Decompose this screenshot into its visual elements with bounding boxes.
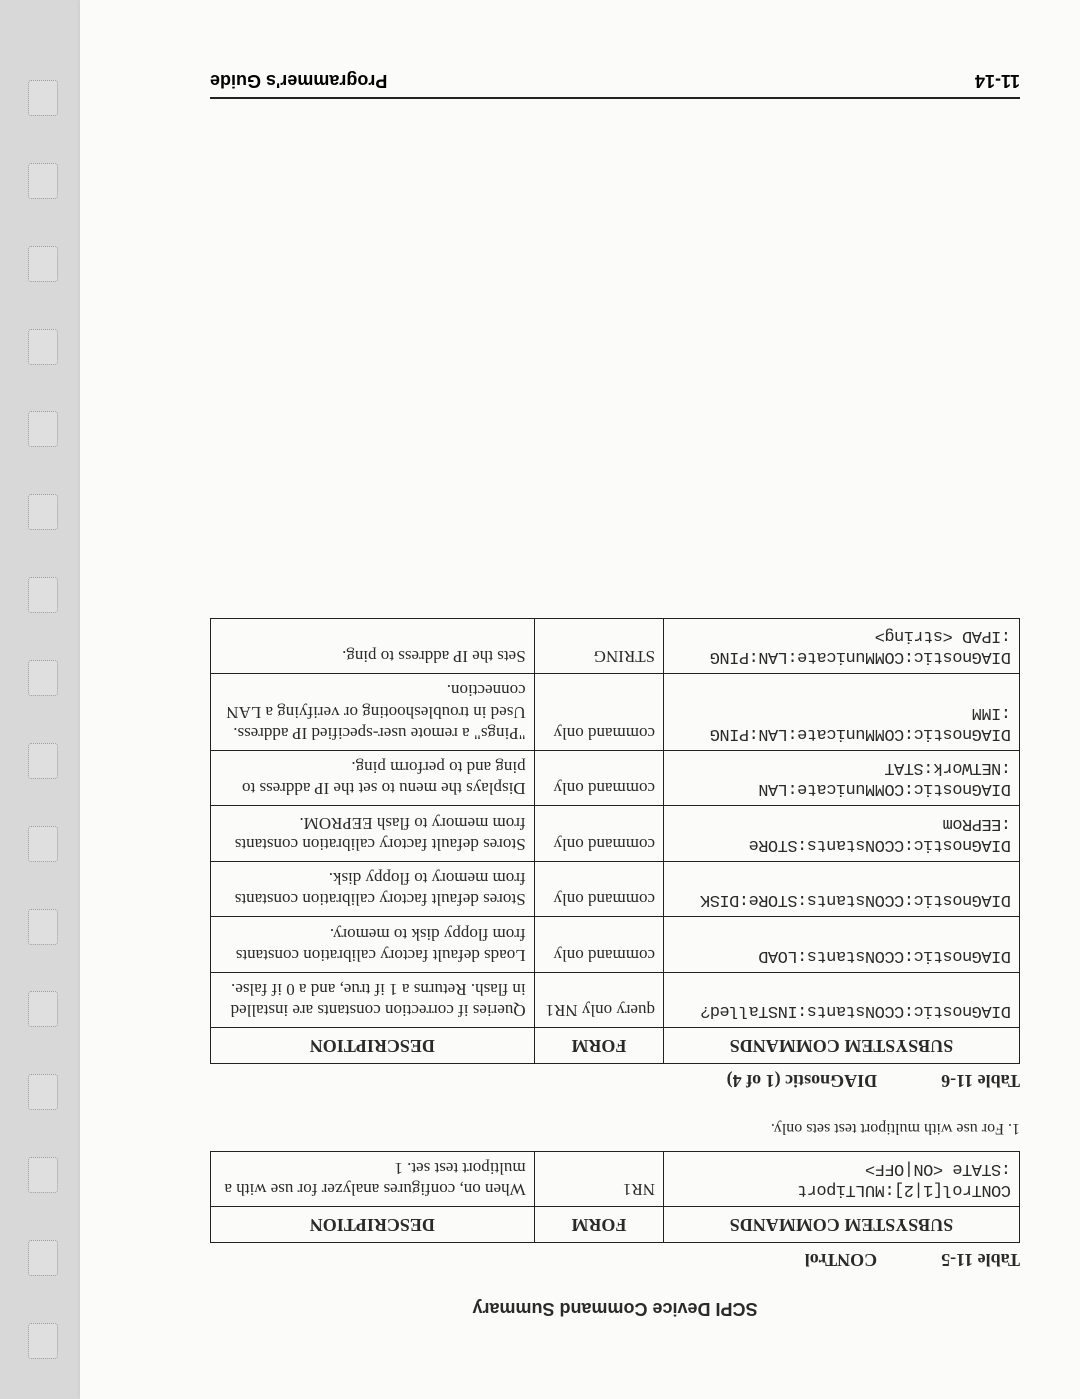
table-1-footnote: 1. For use with multiport test sets only… bbox=[210, 1119, 1020, 1137]
col-header-description: DESCRIPTION bbox=[211, 1207, 535, 1243]
cell-description: Stores default factory calibration const… bbox=[211, 806, 535, 862]
cell-description: Displays the menu to set the IP address … bbox=[211, 751, 535, 807]
cell-command: DIAGnostic:COMMunicate:LAN :NETWork:STAT bbox=[664, 751, 1020, 807]
running-head: SCPI Device Command Summary bbox=[210, 1298, 1020, 1319]
table-2-header-row: SUBSYSTEM COMMANDS FORM DESCRIPTION bbox=[211, 1028, 1020, 1064]
page-content: SCPI Device Command Summary Table 11-5 C… bbox=[210, 60, 1020, 1319]
cell-form: NR1 bbox=[534, 1152, 663, 1208]
binder-hole bbox=[28, 494, 58, 530]
col-header-form: FORM bbox=[534, 1207, 663, 1243]
table-1-label: Table 11-5 bbox=[941, 1250, 1020, 1270]
binder-hole bbox=[28, 660, 58, 696]
binder-hole bbox=[28, 163, 58, 199]
table-row: DIAGnostic:CCONstants:STORe:DISKcommand … bbox=[211, 862, 1020, 918]
binder-hole bbox=[28, 743, 58, 779]
table-1-caption: Table 11-5 CONTrol bbox=[210, 1249, 1020, 1270]
table-2-caption: Table 11-6 DIAGnostic (1 of 4) bbox=[210, 1070, 1020, 1091]
binder-hole bbox=[28, 1074, 58, 1110]
table-1-title: CONTrol bbox=[805, 1250, 877, 1270]
cell-command: DIAGnostic:COMMunicate:LAN:PING :IMM bbox=[664, 674, 1020, 751]
table-2: SUBSYSTEM COMMANDS FORM DESCRIPTION DIAG… bbox=[210, 618, 1020, 1064]
cell-form: command only bbox=[534, 806, 663, 862]
cell-command: CONTrol[1|2]:MULTiport :STATe <ON|OFF> bbox=[664, 1152, 1020, 1208]
cell-description: Stores default factory calibration const… bbox=[211, 862, 535, 918]
table-row: DIAGnostic:COMMunicate:LAN:PING :IMMcomm… bbox=[211, 674, 1020, 751]
table-row: DIAGnostic:COMMunicate:LAN:PING :IPAD <s… bbox=[211, 618, 1020, 674]
col-header-commands: SUBSYSTEM COMMANDS bbox=[664, 1207, 1020, 1243]
table-2-label: Table 11-6 bbox=[941, 1071, 1020, 1091]
cell-description: Sets the IP address to ping. bbox=[211, 618, 535, 674]
cell-command: DIAGnostic:CCONstants:STORe :EEPRom bbox=[664, 806, 1020, 862]
binder-hole bbox=[28, 1157, 58, 1193]
binder-hole bbox=[28, 246, 58, 282]
cell-command: DIAGnostic:CCONstants:LOAD bbox=[664, 917, 1020, 973]
cell-form: command only bbox=[534, 862, 663, 918]
page-footer: 11-14 Programmer's Guide bbox=[210, 70, 1020, 99]
binder-hole bbox=[28, 411, 58, 447]
binder-hole bbox=[28, 826, 58, 862]
cell-description: When on, configures analyzer for use wit… bbox=[211, 1152, 535, 1208]
table-row: CONTrol[1|2]:MULTiport :STATe <ON|OFF>NR… bbox=[211, 1152, 1020, 1208]
table-1-header-row: SUBSYSTEM COMMANDS FORM DESCRIPTION bbox=[211, 1207, 1020, 1243]
binder-holes bbox=[28, 80, 68, 1359]
cell-command: DIAGnostic:CCONstants:INSTalled? bbox=[664, 973, 1020, 1029]
cell-command: DIAGnostic:CCONstants:STORe:DISK bbox=[664, 862, 1020, 918]
table-1-body: CONTrol[1|2]:MULTiport :STATe <ON|OFF>NR… bbox=[211, 1152, 1020, 1208]
table-row: DIAGnostic:CCONstants:STORe :EEPRomcomma… bbox=[211, 806, 1020, 862]
col-header-description: DESCRIPTION bbox=[211, 1028, 535, 1064]
col-header-commands: SUBSYSTEM COMMANDS bbox=[664, 1028, 1020, 1064]
binder-hole bbox=[28, 991, 58, 1027]
cell-form: command only bbox=[534, 674, 663, 751]
cell-form: command only bbox=[534, 917, 663, 973]
page-number: 11-14 bbox=[975, 70, 1020, 91]
cell-description: Loads default factory calibration consta… bbox=[211, 917, 535, 973]
binder-hole bbox=[28, 1240, 58, 1276]
footer-title: Programmer's Guide bbox=[210, 70, 387, 91]
table-2-body: DIAGnostic:CCONstants:INSTalled?query on… bbox=[211, 618, 1020, 1028]
col-header-form: FORM bbox=[534, 1028, 663, 1064]
binder-hole bbox=[28, 1323, 58, 1359]
cell-command: DIAGnostic:COMMunicate:LAN:PING :IPAD <s… bbox=[664, 618, 1020, 674]
binder-hole bbox=[28, 329, 58, 365]
binder-hole bbox=[28, 909, 58, 945]
cell-description: Queries if correction constants are inst… bbox=[211, 973, 535, 1029]
cell-form: STRING bbox=[534, 618, 663, 674]
table-2-title: DIAGnostic (1 of 4) bbox=[727, 1071, 878, 1091]
cell-form: command only bbox=[534, 751, 663, 807]
table-row: DIAGnostic:CCONstants:LOADcommand onlyLo… bbox=[211, 917, 1020, 973]
table-row: DIAGnostic:COMMunicate:LAN :NETWork:STAT… bbox=[211, 751, 1020, 807]
cell-description: "Pings" a remote user-specified IP addre… bbox=[211, 674, 535, 751]
table-row: DIAGnostic:CCONstants:INSTalled?query on… bbox=[211, 973, 1020, 1029]
binder-hole bbox=[28, 80, 58, 116]
cell-form: query only NR1 bbox=[534, 973, 663, 1029]
binder-hole bbox=[28, 577, 58, 613]
scanned-page: SCPI Device Command Summary Table 11-5 C… bbox=[80, 0, 1080, 1399]
table-1: SUBSYSTEM COMMANDS FORM DESCRIPTION CONT… bbox=[210, 1151, 1020, 1243]
